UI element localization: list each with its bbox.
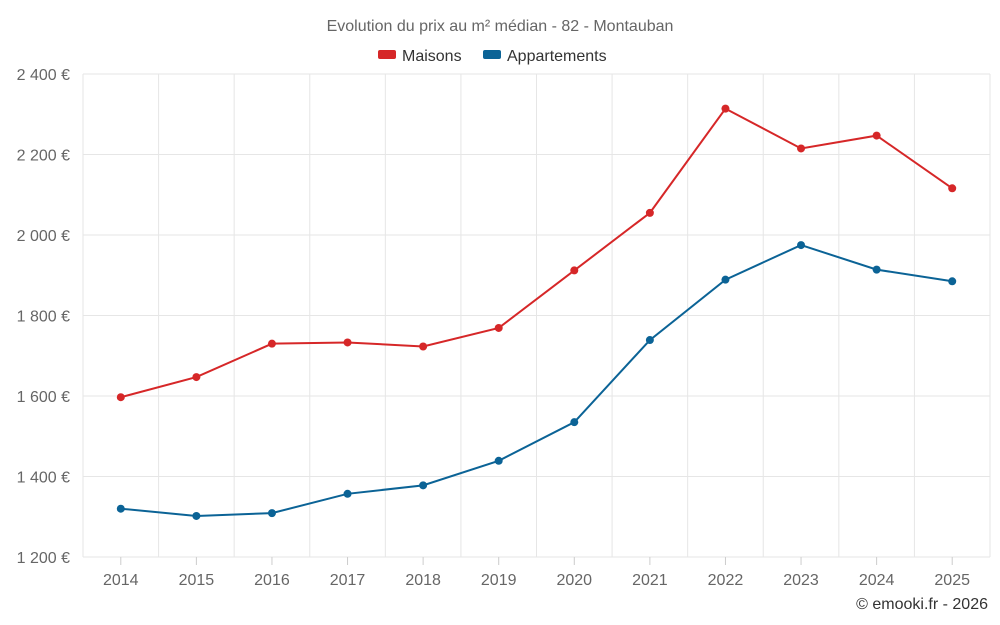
chart-title: Evolution du prix au m² médian - 82 - Mo… xyxy=(327,18,674,35)
legend: Maisons Appartements xyxy=(378,48,607,65)
series-line-maisons xyxy=(120,107,953,399)
x-tick-label: 2022 xyxy=(708,572,744,589)
data-point-maisons[interactable] xyxy=(948,184,957,193)
x-tick-label: 2019 xyxy=(481,572,517,589)
data-point-maisons[interactable] xyxy=(570,266,579,275)
data-point-maisons[interactable] xyxy=(116,393,125,402)
data-point-appartements[interactable] xyxy=(797,241,806,250)
data-point-appartements[interactable] xyxy=(721,275,730,284)
x-tick-label: 2017 xyxy=(330,572,366,589)
data-point-maisons[interactable] xyxy=(419,342,428,351)
legend-swatch-maisons xyxy=(378,50,396,59)
x-tick-label: 2015 xyxy=(179,572,215,589)
data-point-appartements[interactable] xyxy=(192,511,201,520)
data-point-appartements[interactable] xyxy=(343,489,352,498)
y-tick-label: 1 600 € xyxy=(17,389,70,406)
legend-swatch-appartements xyxy=(483,50,501,59)
legend-item-appartements[interactable]: Appartements xyxy=(483,48,607,65)
legend-label-appartements: Appartements xyxy=(507,48,607,65)
x-tick-label: 2014 xyxy=(103,572,139,589)
legend-label-maisons: Maisons xyxy=(402,48,462,65)
data-point-appartements[interactable] xyxy=(267,509,276,518)
y-axis: 1 200 € 1 400 € 1 600 € 1 800 € 2 000 € 2 200… xyxy=(17,67,70,567)
x-tick-label: 2025 xyxy=(934,572,970,589)
y-tick-label: 1 800 € xyxy=(17,309,70,326)
credit-text: © emooki.fr - 2026 xyxy=(856,596,988,613)
y-tick-label: 2 400 € xyxy=(17,67,70,84)
data-point-maisons[interactable] xyxy=(872,131,881,140)
data-point-appartements[interactable] xyxy=(948,277,957,286)
grid xyxy=(82,73,991,558)
x-tick-label: 2016 xyxy=(254,572,290,589)
series-line-appartements xyxy=(120,243,953,517)
data-point-maisons[interactable] xyxy=(192,373,201,382)
x-tick-label: 2021 xyxy=(632,572,668,589)
data-point-appartements[interactable] xyxy=(872,265,881,274)
x-tick-label: 2024 xyxy=(859,572,895,589)
x-tick-label: 2018 xyxy=(405,572,441,589)
legend-item-maisons[interactable]: Maisons xyxy=(378,48,462,65)
data-point-maisons[interactable] xyxy=(494,323,503,332)
data-point-maisons[interactable] xyxy=(343,338,352,347)
data-point-appartements[interactable] xyxy=(645,336,654,345)
y-tick-label: 1 200 € xyxy=(17,550,70,567)
data-point-maisons[interactable] xyxy=(267,339,276,348)
y-tick-label: 2 200 € xyxy=(17,148,70,165)
x-tick-label: 2020 xyxy=(556,572,592,589)
data-point-appartements[interactable] xyxy=(494,456,503,465)
data-point-maisons[interactable] xyxy=(797,144,806,153)
y-tick-label: 2 000 € xyxy=(17,228,70,245)
data-point-appartements[interactable] xyxy=(570,418,579,427)
x-tick-label: 2023 xyxy=(783,572,819,589)
x-axis: 2014 2015 2016 2017 2018 2019 2020 2021 2022 2023… xyxy=(103,557,970,589)
series-layer xyxy=(116,104,957,520)
data-point-appartements[interactable] xyxy=(116,504,125,513)
data-point-maisons[interactable] xyxy=(645,208,654,217)
data-point-appartements[interactable] xyxy=(419,481,428,490)
data-point-maisons[interactable] xyxy=(721,104,730,113)
y-tick-label: 1 400 € xyxy=(17,470,70,487)
